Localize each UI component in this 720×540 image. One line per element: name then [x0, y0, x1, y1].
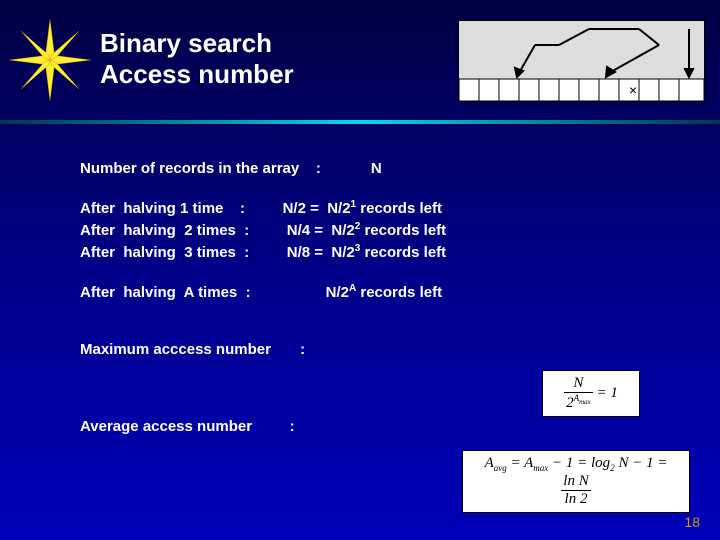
avg-row: Average access number : — [80, 418, 690, 435]
diagram-marker: × — [629, 82, 637, 98]
max-label: Maximum acccess number — [80, 341, 271, 358]
intro-row: Number of records in the array : N — [80, 160, 690, 177]
intro-label: Number of records in the array — [80, 160, 299, 177]
header-divider — [0, 120, 720, 124]
avg-label: Average access number — [80, 418, 252, 435]
page-number: 18 — [684, 514, 700, 530]
intro-colon: : — [316, 160, 321, 177]
search-diagram: × — [458, 20, 705, 102]
title-line2: Access number — [100, 59, 294, 89]
formula-avg: Aavg = Amax − 1 = log2 N − 1 = ln Nln 2 — [462, 450, 690, 513]
max-row: Maximum acccess number : — [80, 341, 690, 358]
slide-header: Binary search Access number × — [0, 0, 720, 140]
slide-title: Binary search Access number — [100, 28, 294, 90]
halving-row-3: After halving 3 times : N/8 = N/23 recor… — [80, 243, 690, 261]
star-icon — [5, 15, 95, 105]
formula-max: N2Amax = 1 — [542, 370, 640, 417]
halving-row-1: After halving 1 time : N/2 = N/21 record… — [80, 199, 690, 217]
halving-row-2: After halving 2 times : N/4 = N/22 recor… — [80, 221, 690, 239]
title-line1: Binary search — [100, 28, 272, 58]
halving-row-a: After halving A times : N/2A records lef… — [80, 283, 690, 301]
intro-value: N — [371, 160, 382, 177]
